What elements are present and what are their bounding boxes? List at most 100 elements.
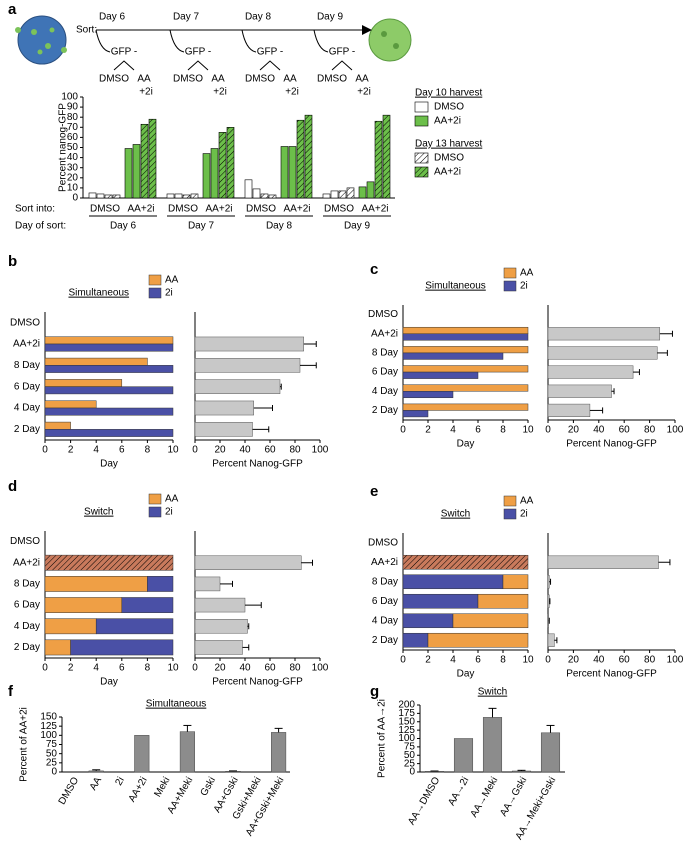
bar [547,594,550,608]
x-tick-label: 100 [667,655,684,666]
category-label: 4 Day [14,621,40,632]
x-tick-label: 0 [545,655,551,666]
legend-swatch [503,508,517,520]
legend-swatch [148,287,162,299]
bar [374,120,383,199]
bar [194,597,246,613]
x-tick-label: 4 [450,425,456,436]
x-tick-label: 2 [68,663,74,674]
bar [194,379,281,394]
category-label: AA+2i [371,557,398,568]
cell-dot [393,43,399,49]
category-label: 2 Day [372,635,398,646]
x-tick-label: Meki [152,775,172,799]
bar [194,555,302,570]
x-tick-label: 0 [400,655,406,666]
legend-swatch [414,101,429,113]
legend-swatch [414,115,429,127]
bar [44,365,174,373]
x-tick-label: 2i [113,775,126,787]
x-tick-label: 2 [425,425,431,436]
x-tick-label: AA→2i [446,775,471,807]
y-tick-label: 150 [398,716,415,727]
x-axis-label: Percent Nanog-GFP [212,677,303,688]
bar [453,738,474,773]
panel-label: d [8,478,17,495]
legend-label: AA+2i [434,167,461,178]
gate-label: GFP - [257,47,283,58]
bar [268,194,277,199]
x-tick-label: 6 [475,655,481,666]
bar [112,194,121,199]
y-tick-label: 100 [40,730,57,741]
sort-day: Day 7 [173,12,200,23]
y-axis-label: Percent nanog-GFP [58,103,69,192]
legend-label: 2i [165,288,173,299]
category-label: 2 Day [14,642,40,653]
bar-segment [44,576,148,592]
x-tick-label: 0 [42,445,48,456]
bar [511,770,532,773]
branch-right: AA [137,74,151,85]
x-tick-label: 2 [68,445,74,456]
category-label: 8 Day [372,348,398,359]
bar [88,192,97,199]
x-axis-label: Day [100,677,118,688]
x-tick-label: 80 [644,425,656,436]
gate-label: GFP - [185,47,211,58]
bar [210,148,219,199]
y-tick-label: 30 [67,162,79,173]
cell-dot [49,27,55,33]
bar [174,193,183,199]
bar [402,384,529,392]
x-tick-label: 10 [522,655,534,666]
bar-segment [427,632,529,648]
bar [304,114,313,199]
legend-swatch [503,280,517,292]
category-label: 8 Day [14,360,40,371]
x-tick-label: 80 [289,663,301,674]
x-axis-label: Day [100,459,118,470]
bar [547,327,661,341]
sort-into-label: AA+2i [284,204,311,215]
panel-label: a [8,1,17,18]
y-tick-label: 100 [398,733,415,744]
legend-label: AA [520,268,534,279]
legend-label: AA+2i [434,116,461,127]
branch-right: +2i [213,87,227,98]
bar [194,576,221,592]
x-tick-label: 10 [167,445,179,456]
y-tick-label: 50 [46,748,58,759]
x-tick-label: 100 [312,663,329,674]
arrow-head [362,25,372,35]
chart-title: Simultaneous [425,281,486,292]
bar-segment [44,618,97,635]
x-tick-label: Gski [199,775,219,798]
category-label: AA+2i [13,339,40,350]
bar-segment [121,597,174,613]
bar [402,352,504,360]
bar [366,181,375,199]
gate-label: GFP - [111,47,137,58]
legend-swatch [503,495,517,507]
category-label: DMSO [368,309,398,320]
x-tick-label: 8 [500,425,506,436]
y-tick-label: 40 [67,152,79,163]
y-tick-label: 25 [46,757,58,768]
panel-label: c [370,261,378,278]
x-tick-label: 20 [214,445,226,456]
branch-split [259,60,281,71]
bar [194,422,253,437]
x-tick-label: 0 [192,445,198,456]
bar [358,186,367,199]
x-tick-label: 100 [312,445,329,456]
sort-into-label: DMSO [324,204,354,215]
bar-segment [402,613,454,629]
bar [88,770,104,773]
category-label: DMSO [10,536,40,547]
x-tick-label: 20 [568,655,580,666]
category-label: AA+2i [13,557,40,568]
x-axis-label: Day [457,439,475,450]
bar [338,190,347,199]
bar [288,146,297,199]
